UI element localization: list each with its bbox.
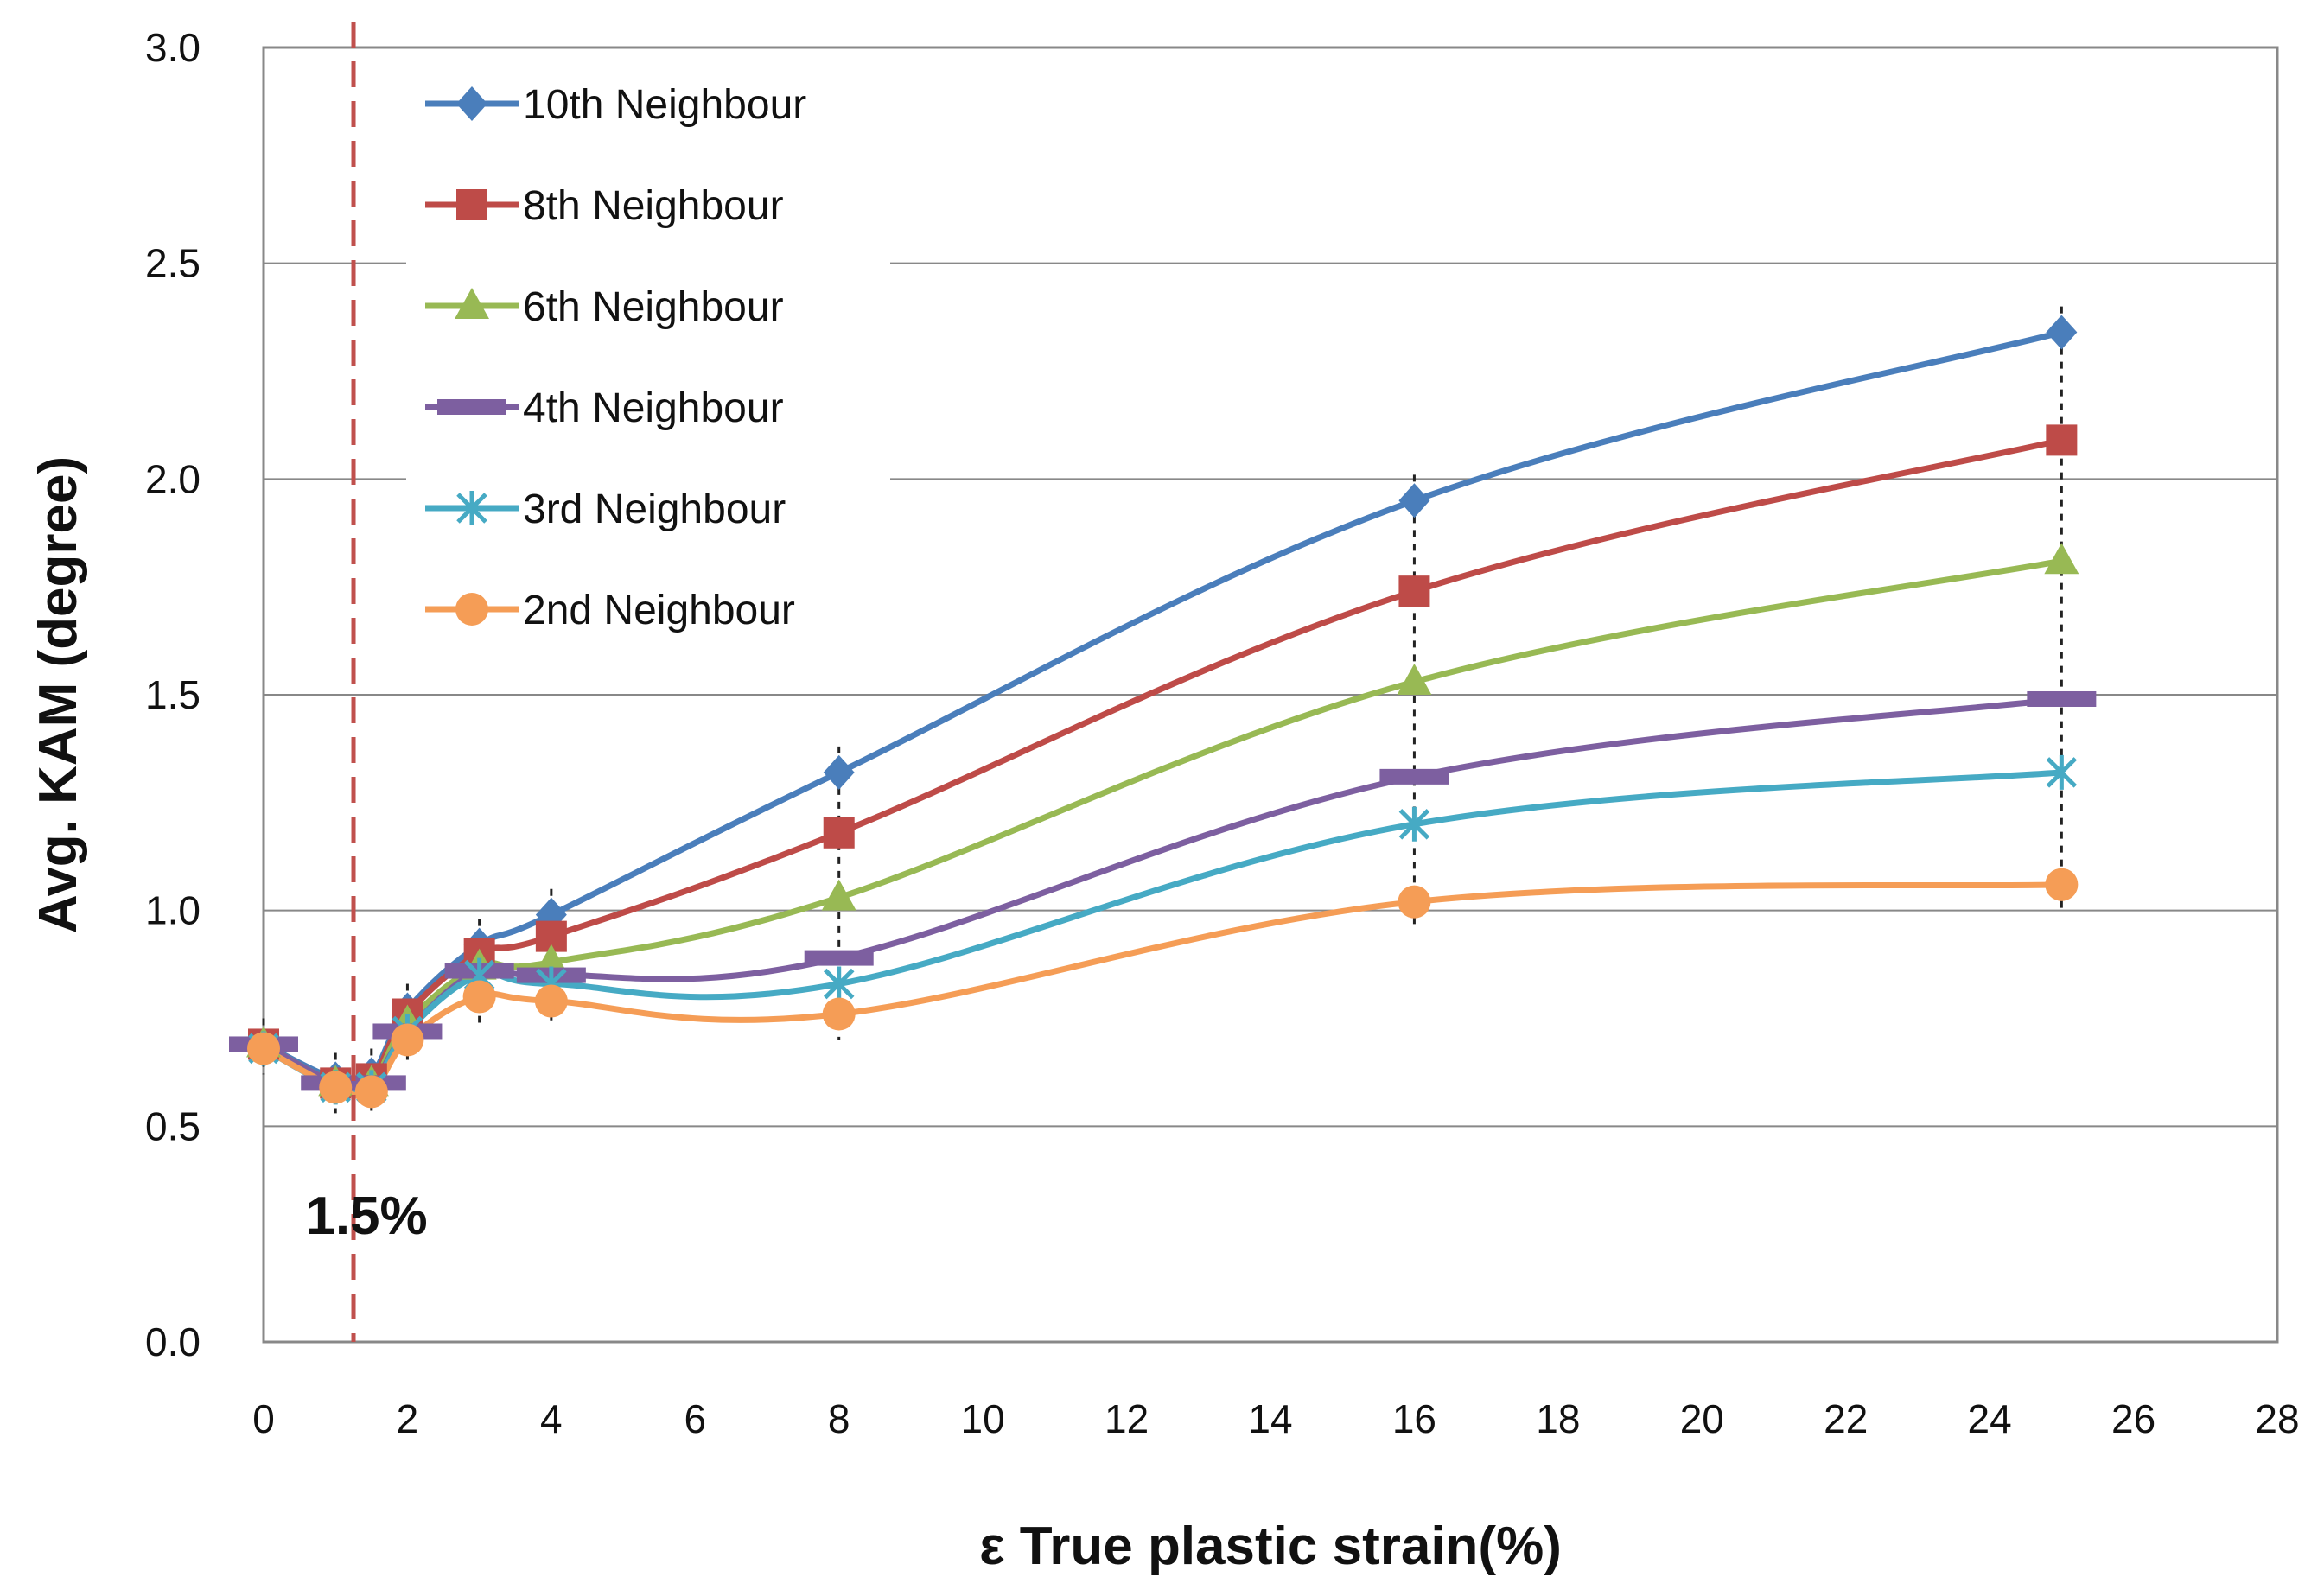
legend-marker-8th-neighbour (456, 189, 487, 220)
kam-strain-chart: 0.00.51.01.52.02.53.0 0 2 4 6 8 10 12 14 16 18 20 2… (0, 0, 2324, 1596)
y-axis-tick-labels: 0.0 0.5 1.0 1.5 2.0 2.5 3.0 (145, 25, 201, 1364)
x-tick-label: 2 (397, 1396, 419, 1441)
x-tick-label: 24 (1968, 1396, 2012, 1441)
data-point-10th-neighbour (2046, 315, 2077, 350)
data-point-8th-neighbour (824, 817, 855, 849)
data-point-4th-neighbour (805, 951, 874, 966)
data-point-2nd-neighbour (319, 1071, 352, 1103)
legend-label: 3rd Neighbour (523, 486, 786, 532)
data-point-2nd-neighbour (2045, 868, 2078, 901)
y-tick-label: 2.0 (145, 456, 201, 501)
legend-label: 8th Neighbour (523, 183, 784, 229)
legend-marker-4th-neighbour (437, 399, 506, 415)
x-tick-label: 6 (684, 1396, 706, 1441)
x-tick-label: 26 (2111, 1396, 2155, 1441)
x-tick-label: 4 (540, 1396, 563, 1441)
x-tick-label: 10 (961, 1396, 1005, 1441)
legend-background (406, 54, 890, 628)
series-line-6th-neighbour (264, 561, 2061, 1090)
x-tick-label: 28 (2255, 1396, 2299, 1441)
data-point-4th-neighbour (2027, 691, 2096, 707)
y-tick-label: 1.5 (145, 672, 201, 717)
data-point-6th-neighbour (2044, 543, 2079, 574)
data-point-2nd-neighbour (463, 981, 496, 1014)
x-axis-title: ε True plastic strain(%) (979, 1517, 1562, 1576)
x-tick-label: 16 (1392, 1396, 1436, 1441)
series-line-3rd-neighbour (264, 773, 2061, 1094)
annotation-1-5-percent: 1.5% (305, 1186, 427, 1246)
series-line-4th-neighbour (264, 699, 2061, 1090)
x-axis-tick-labels: 0 2 4 6 8 10 12 14 16 18 20 22 24 26 28 (252, 1396, 2299, 1441)
x-tick-label: 20 (1680, 1396, 1724, 1441)
legend-label: 10th Neighbour (523, 82, 806, 128)
data-point-2nd-neighbour (1398, 886, 1430, 919)
x-tick-label: 0 (252, 1396, 275, 1441)
legend-label: 2nd Neighbour (523, 588, 795, 633)
data-point-10th-neighbour (824, 755, 855, 790)
x-tick-label: 12 (1105, 1396, 1149, 1441)
series-line-2nd-neighbour (264, 885, 2061, 1097)
data-point-8th-neighbour (2046, 424, 2077, 455)
legend-marker-2nd-neighbour (455, 593, 488, 626)
y-tick-label: 1.0 (145, 888, 201, 933)
data-point-4th-neighbour (1379, 769, 1449, 785)
y-tick-label: 2.5 (145, 241, 201, 286)
data-point-2nd-neighbour (535, 985, 568, 1018)
x-tick-label: 22 (1824, 1396, 1868, 1441)
x-tick-label: 8 (828, 1396, 850, 1441)
legend-label: 4th Neighbour (523, 385, 784, 431)
data-point-10th-neighbour (1398, 483, 1429, 518)
y-tick-label: 0.0 (145, 1319, 201, 1364)
data-point-2nd-neighbour (355, 1075, 388, 1108)
data-point-2nd-neighbour (247, 1032, 280, 1065)
y-tick-label: 3.0 (145, 25, 201, 70)
data-point-8th-neighbour (1398, 575, 1429, 607)
x-tick-label: 18 (1536, 1396, 1580, 1441)
legend-label: 6th Neighbour (523, 284, 784, 330)
data-point-2nd-neighbour (823, 998, 856, 1031)
data-point-2nd-neighbour (391, 1023, 423, 1056)
x-tick-label: 14 (1248, 1396, 1292, 1441)
y-axis-title: Avg. KAM (degree) (29, 456, 88, 933)
y-tick-label: 0.5 (145, 1103, 201, 1148)
